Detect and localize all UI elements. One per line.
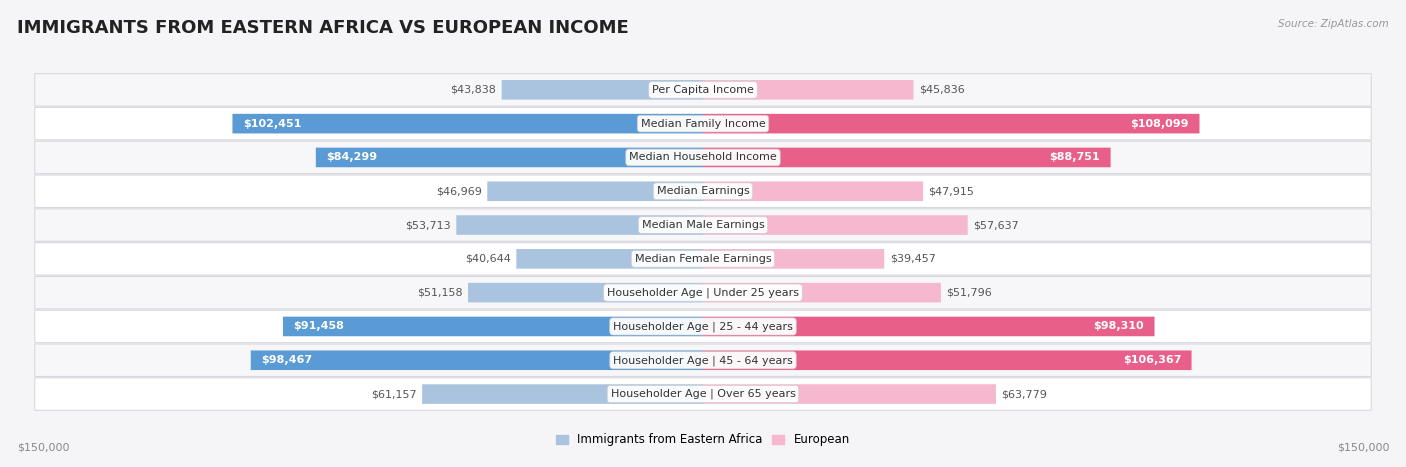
FancyBboxPatch shape xyxy=(703,114,1199,134)
FancyBboxPatch shape xyxy=(457,215,703,235)
FancyBboxPatch shape xyxy=(35,209,1371,241)
Text: Median Earnings: Median Earnings xyxy=(657,186,749,196)
Text: Source: ZipAtlas.com: Source: ZipAtlas.com xyxy=(1278,19,1389,28)
FancyBboxPatch shape xyxy=(35,74,1371,106)
FancyBboxPatch shape xyxy=(232,114,703,134)
Text: Per Capita Income: Per Capita Income xyxy=(652,85,754,95)
Text: IMMIGRANTS FROM EASTERN AFRICA VS EUROPEAN INCOME: IMMIGRANTS FROM EASTERN AFRICA VS EUROPE… xyxy=(17,19,628,37)
FancyBboxPatch shape xyxy=(516,249,703,269)
Text: $47,915: $47,915 xyxy=(928,186,974,196)
FancyBboxPatch shape xyxy=(488,182,703,201)
Text: Median Family Income: Median Family Income xyxy=(641,119,765,128)
FancyBboxPatch shape xyxy=(283,317,703,336)
FancyBboxPatch shape xyxy=(703,317,1154,336)
FancyBboxPatch shape xyxy=(35,175,1371,207)
Text: Median Household Income: Median Household Income xyxy=(628,152,778,163)
Text: $46,969: $46,969 xyxy=(436,186,482,196)
Text: $91,458: $91,458 xyxy=(294,321,344,332)
Text: $102,451: $102,451 xyxy=(243,119,301,128)
Text: $40,644: $40,644 xyxy=(465,254,510,264)
FancyBboxPatch shape xyxy=(703,148,1111,167)
Text: Householder Age | 25 - 44 years: Householder Age | 25 - 44 years xyxy=(613,321,793,332)
Text: $45,836: $45,836 xyxy=(920,85,965,95)
Text: $84,299: $84,299 xyxy=(326,152,377,163)
Text: $108,099: $108,099 xyxy=(1130,119,1189,128)
Text: Median Female Earnings: Median Female Earnings xyxy=(634,254,772,264)
FancyBboxPatch shape xyxy=(703,215,967,235)
FancyBboxPatch shape xyxy=(422,384,703,404)
Text: $61,157: $61,157 xyxy=(371,389,416,399)
Text: $51,158: $51,158 xyxy=(418,288,463,297)
Text: $150,000: $150,000 xyxy=(17,443,69,453)
Text: $39,457: $39,457 xyxy=(890,254,935,264)
Text: $98,467: $98,467 xyxy=(262,355,312,365)
FancyBboxPatch shape xyxy=(35,107,1371,140)
FancyBboxPatch shape xyxy=(316,148,703,167)
FancyBboxPatch shape xyxy=(35,243,1371,275)
Text: Householder Age | 45 - 64 years: Householder Age | 45 - 64 years xyxy=(613,355,793,366)
FancyBboxPatch shape xyxy=(35,141,1371,174)
FancyBboxPatch shape xyxy=(35,310,1371,343)
Text: $51,796: $51,796 xyxy=(946,288,993,297)
Text: $150,000: $150,000 xyxy=(1337,443,1389,453)
Text: Householder Age | Over 65 years: Householder Age | Over 65 years xyxy=(610,389,796,399)
FancyBboxPatch shape xyxy=(703,384,995,404)
Text: $57,637: $57,637 xyxy=(973,220,1019,230)
Text: $106,367: $106,367 xyxy=(1123,355,1181,365)
Text: Median Male Earnings: Median Male Earnings xyxy=(641,220,765,230)
Text: $43,838: $43,838 xyxy=(450,85,496,95)
Text: $98,310: $98,310 xyxy=(1094,321,1144,332)
Text: $88,751: $88,751 xyxy=(1050,152,1101,163)
FancyBboxPatch shape xyxy=(35,276,1371,309)
FancyBboxPatch shape xyxy=(703,283,941,303)
FancyBboxPatch shape xyxy=(703,80,914,99)
FancyBboxPatch shape xyxy=(502,80,703,99)
Legend: Immigrants from Eastern Africa, European: Immigrants from Eastern Africa, European xyxy=(551,429,855,451)
FancyBboxPatch shape xyxy=(703,249,884,269)
Text: Householder Age | Under 25 years: Householder Age | Under 25 years xyxy=(607,287,799,298)
FancyBboxPatch shape xyxy=(250,350,703,370)
FancyBboxPatch shape xyxy=(35,344,1371,376)
Text: $53,713: $53,713 xyxy=(405,220,451,230)
FancyBboxPatch shape xyxy=(468,283,703,303)
Text: $63,779: $63,779 xyxy=(1001,389,1047,399)
FancyBboxPatch shape xyxy=(703,350,1191,370)
FancyBboxPatch shape xyxy=(703,182,924,201)
FancyBboxPatch shape xyxy=(35,378,1371,410)
